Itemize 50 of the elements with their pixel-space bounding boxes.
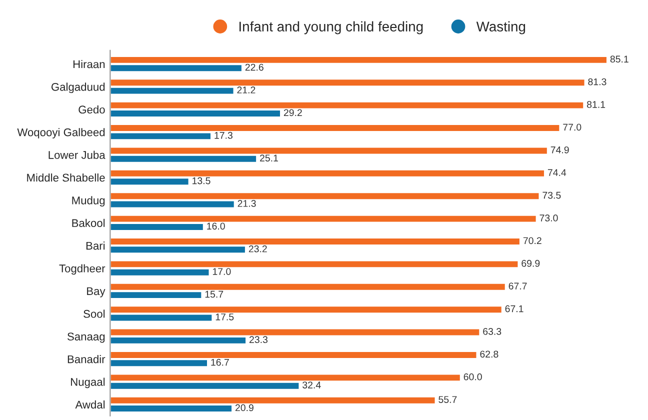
- data-label: 73.0: [540, 214, 558, 222]
- y-tick-label: Bakool: [72, 218, 105, 228]
- y-tick-label: Woqooyi Galbeed: [17, 128, 105, 138]
- data-label: 81.3: [588, 78, 606, 86]
- data-label: 67.7: [508, 282, 527, 290]
- data-label: 21.2: [237, 86, 256, 94]
- data-label: 16.7: [211, 358, 229, 366]
- data-label: 74.4: [548, 169, 566, 176]
- data-label: 81.1: [587, 101, 606, 108]
- data-label: 62.8: [480, 350, 498, 358]
- y-tick-label: Sanaag: [68, 332, 105, 343]
- data-label: 17.5: [216, 314, 234, 320]
- data-label: 22.6: [245, 64, 264, 71]
- data-label: 29.2: [284, 109, 302, 116]
- data-label: 32.4: [302, 382, 321, 388]
- legend-label: Infant and young child feeding: [240, 21, 423, 34]
- y-tick-label: Bari: [86, 242, 105, 250]
- data-label: 15.7: [205, 290, 224, 298]
- data-label: 55.7: [438, 396, 457, 403]
- data-label: 63.3: [483, 328, 502, 335]
- data-label: 69.9: [522, 260, 540, 267]
- data-label: 17.3: [214, 132, 232, 139]
- data-label: 70.2: [523, 237, 542, 244]
- data-label: 23.2: [248, 245, 267, 252]
- data-label: 25.1: [260, 154, 278, 162]
- y-tick-label: Hiraan: [73, 60, 105, 68]
- data-label: 20.9: [235, 404, 254, 412]
- y-tick-label: Nugaal: [71, 378, 105, 388]
- data-label: 60.0: [464, 373, 482, 380]
- y-tick-label: Banadir: [68, 355, 106, 364]
- data-label: 13.5: [192, 177, 210, 184]
- data-label: 85.1: [610, 56, 628, 63]
- y-tick-label: Mudug: [72, 196, 105, 207]
- y-tick-label: Middle Shabelle: [27, 173, 105, 182]
- y-tick-label: Sool: [84, 310, 105, 318]
- y-tick-label: Bay: [87, 287, 106, 298]
- data-label: 74.9: [550, 146, 569, 154]
- y-tick-label: Lower Juba: [48, 150, 106, 159]
- y-tick-label: Gedo: [78, 105, 105, 114]
- data-label: 16.0: [207, 222, 225, 230]
- y-tick-label: Galgaduud: [51, 82, 105, 94]
- data-label: 21.3: [238, 200, 256, 207]
- legend-label: Wasting: [476, 21, 526, 34]
- data-label: 17.0: [212, 268, 231, 275]
- data-label: 77.0: [563, 124, 582, 131]
- y-tick-label: Togdheer: [59, 264, 106, 275]
- data-label: 67.1: [505, 305, 524, 312]
- data-label: 23.3: [250, 336, 268, 344]
- y-tick-label: Awdal: [75, 400, 105, 409]
- data-label: 73.5: [542, 192, 561, 199]
